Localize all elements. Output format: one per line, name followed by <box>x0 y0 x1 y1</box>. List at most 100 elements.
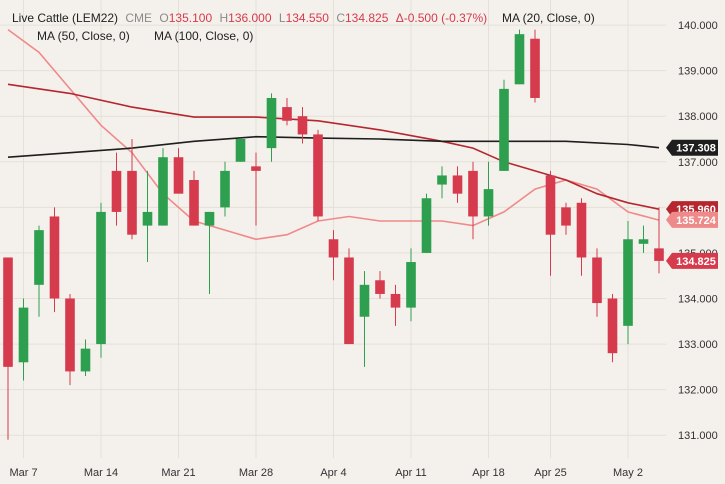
candle[interactable] <box>127 138 137 240</box>
candle[interactable] <box>499 79 509 171</box>
candle-body <box>96 211 106 345</box>
candle[interactable] <box>375 271 385 299</box>
price-label-box <box>666 252 718 269</box>
candle-body <box>421 198 432 253</box>
price-label-box <box>666 211 718 228</box>
ma20-legend[interactable]: MA (20, Close, 0) <box>502 11 595 25</box>
candle[interactable] <box>49 207 60 313</box>
y-tick-label: 133.000 <box>678 339 718 351</box>
candle[interactable] <box>421 193 432 253</box>
candle[interactable] <box>576 198 587 276</box>
candle[interactable] <box>530 29 540 103</box>
candle-body <box>514 34 525 85</box>
y-tick-label: 138.000 <box>678 111 718 123</box>
candle[interactable] <box>173 148 184 194</box>
candle[interactable] <box>266 93 277 162</box>
price-label-value: 137.308 <box>676 143 716 155</box>
candle-body <box>282 107 292 121</box>
price-label: 134.825 <box>666 252 718 269</box>
ma100-line <box>7 135 660 158</box>
x-tick-label: Mar 21 <box>161 467 195 479</box>
close-value: 134.825 <box>345 11 389 25</box>
candle[interactable] <box>80 339 91 376</box>
ma100-legend[interactable]: MA (100, Close, 0) <box>154 29 253 43</box>
candle[interactable] <box>220 161 230 217</box>
candle[interactable] <box>638 225 649 253</box>
candle-body <box>313 134 323 217</box>
candle[interactable] <box>189 170 199 226</box>
symbol-name: Live Cattle (LEM22) <box>12 11 118 25</box>
candle[interactable] <box>96 202 106 358</box>
x-tick-label: Apr 25 <box>534 467 566 479</box>
y-tick-label: 132.000 <box>678 385 718 397</box>
candle-body <box>18 307 29 363</box>
candles[interactable] <box>3 29 664 440</box>
high-label: H <box>219 11 228 25</box>
candle[interactable] <box>328 230 339 281</box>
open-label: O <box>159 11 168 25</box>
candle[interactable] <box>251 152 261 226</box>
candle[interactable] <box>142 170 153 263</box>
candle-body <box>545 175 556 235</box>
candle-body <box>406 262 416 308</box>
candle[interactable] <box>592 248 602 317</box>
candle[interactable] <box>65 293 75 386</box>
candle-body <box>3 257 13 367</box>
candle-body <box>623 239 633 326</box>
candle-body <box>158 157 168 226</box>
candle[interactable] <box>3 257 13 440</box>
candle[interactable] <box>468 161 478 240</box>
low-value: 134.550 <box>286 11 330 25</box>
candle[interactable] <box>545 170 556 276</box>
candle-body <box>204 211 215 226</box>
candle-body <box>189 180 199 226</box>
candle-body <box>483 189 494 217</box>
candle[interactable] <box>235 138 246 162</box>
candle[interactable] <box>437 166 447 199</box>
candle-body <box>34 230 44 285</box>
candle[interactable] <box>359 271 370 367</box>
candle-body <box>437 175 447 185</box>
ma50-legend[interactable]: MA (50, Close, 0) <box>37 29 130 43</box>
x-tick-label: Mar 7 <box>9 467 37 479</box>
candle[interactable] <box>282 97 292 126</box>
candle-body <box>359 284 370 317</box>
x-tick-label: May 2 <box>613 467 643 479</box>
candle-body <box>654 248 664 261</box>
candle[interactable] <box>561 202 571 235</box>
candle[interactable] <box>297 107 308 144</box>
candle[interactable] <box>654 207 664 274</box>
candle[interactable] <box>406 248 416 322</box>
candle[interactable] <box>313 129 323 222</box>
candle-body <box>235 138 246 162</box>
candle[interactable] <box>111 152 122 226</box>
candle[interactable] <box>623 221 633 345</box>
candle[interactable] <box>607 293 618 363</box>
svg-text:Live Cattle (LEM22) CM: Live Cattle (LEM22) CME O135.100 H136.00… <box>12 11 487 25</box>
x-tick-label: Mar 28 <box>239 467 273 479</box>
candle[interactable] <box>204 211 215 294</box>
price-label: 137.308 <box>666 139 718 156</box>
x-tick-label: Mar 14 <box>84 467 118 479</box>
candle[interactable] <box>158 148 168 226</box>
candle-body <box>127 170 137 235</box>
candle-body <box>452 175 463 194</box>
x-tick-label: Apr 4 <box>320 467 346 479</box>
candle[interactable] <box>390 284 401 326</box>
x-tick-label: Apr 18 <box>472 467 504 479</box>
candle[interactable] <box>452 166 463 203</box>
candle-body <box>530 38 540 98</box>
candle[interactable] <box>18 298 29 381</box>
candle[interactable] <box>483 161 494 226</box>
candle[interactable] <box>34 225 44 317</box>
candle[interactable] <box>344 248 354 345</box>
candle-body <box>607 298 618 354</box>
candle-body <box>576 202 587 258</box>
candle-body <box>173 157 184 194</box>
candle[interactable] <box>514 29 525 85</box>
candle-body <box>390 293 401 308</box>
y-tick-label: 137.000 <box>678 157 718 169</box>
